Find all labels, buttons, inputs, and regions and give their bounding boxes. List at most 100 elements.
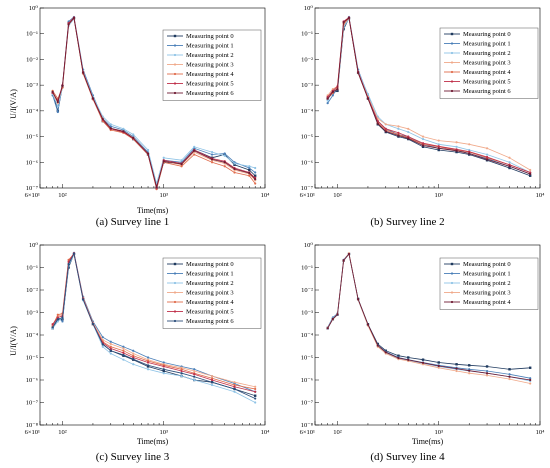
x-tick-label: 10²: [58, 192, 67, 199]
data-point: [162, 160, 165, 163]
data-point: [61, 84, 64, 87]
legend-entry-label: Measuring point 2: [463, 280, 511, 287]
legend-entry-label: Measuring point 5: [186, 81, 234, 88]
data-point: [254, 397, 257, 400]
data-point: [421, 144, 425, 147]
y-tick-label: 10⁻⁵: [301, 134, 313, 141]
data-point: [421, 135, 425, 138]
y-tick-label: 10⁻⁵: [26, 134, 38, 141]
legend-entry-label: Measuring point 6: [463, 88, 511, 95]
data-point: [155, 185, 158, 189]
data-point: [254, 385, 257, 388]
data-point: [132, 136, 135, 140]
data-point: [109, 340, 112, 343]
y-tick-label: 10⁰: [29, 5, 39, 12]
data-point: [122, 353, 125, 357]
data-point: [529, 378, 532, 382]
data-point: [529, 377, 532, 380]
chart-panel-3: 6×10¹ 10² 10³ 10⁴ 10⁰ 10⁻¹ 10⁻² 10⁻³ 10⁻⁴ 10⁻⁵ 10⁻…: [300, 242, 545, 463]
legend-marker: [173, 281, 177, 285]
data-point: [508, 377, 511, 381]
data-point: [468, 369, 471, 372]
data-point: [254, 178, 257, 181]
legend-entry-label: Measuring point 4: [186, 71, 234, 78]
legend-marker: [450, 80, 454, 83]
data-point: [407, 135, 410, 138]
legend-marker: [450, 32, 454, 36]
data-point: [248, 166, 251, 170]
plot-frame: [314, 7, 541, 189]
data-point: [437, 139, 440, 142]
data-point: [407, 137, 410, 140]
data-point: [82, 298, 85, 301]
y-tick-label: 10⁻⁵: [26, 355, 38, 362]
y-tick-label: 10⁰: [304, 5, 314, 12]
legend-marker: [450, 300, 454, 304]
y-tick-label: 10⁻⁶: [301, 159, 313, 166]
legend-marker: [450, 291, 454, 294]
legend-marker: [450, 51, 454, 55]
data-point: [366, 323, 370, 326]
y-tick-label: 10⁻¹: [301, 265, 313, 272]
legend-marker: [450, 61, 454, 64]
data-point: [384, 351, 387, 354]
legend: [439, 27, 539, 99]
data-point: [326, 327, 329, 330]
data-point: [508, 375, 511, 378]
data-point: [146, 152, 150, 155]
series-line-4: [327, 253, 531, 381]
data-point: [342, 21, 345, 24]
data-point: [146, 365, 150, 368]
chart-caption: (c) Survey line 3: [96, 451, 170, 463]
data-point: [397, 127, 400, 130]
data-point: [101, 117, 104, 121]
data-point: [61, 320, 64, 323]
data-point: [122, 345, 125, 348]
data-point: [407, 130, 410, 134]
legend-marker: [450, 70, 454, 74]
data-point: [56, 313, 59, 316]
x-tick-label: 10³: [435, 429, 444, 436]
data-point: [162, 156, 165, 159]
chart-caption: (a) Survey line 1: [96, 216, 170, 228]
data-point: [101, 343, 104, 346]
data-point: [326, 102, 329, 105]
data-point: [233, 381, 236, 384]
data-point: [233, 167, 236, 171]
data-point: [468, 152, 471, 155]
y-tick-label: 10⁻³: [301, 82, 313, 89]
data-point: [180, 165, 183, 168]
data-point: [193, 369, 196, 373]
data-point: [508, 373, 511, 376]
data-point: [233, 162, 236, 165]
x-tick-label: 10⁴: [536, 192, 546, 199]
legend-entry-label: Measuring point 3: [186, 290, 234, 297]
data-point: [455, 363, 458, 366]
data-point: [67, 263, 70, 266]
y-tick-label: 10⁻¹: [26, 265, 38, 272]
data-point: [180, 374, 183, 378]
y-tick-label: 10⁻⁷: [26, 185, 38, 192]
x-axis-label: Time(ms): [137, 206, 169, 215]
data-point: [455, 150, 458, 154]
data-point: [101, 345, 104, 348]
data-point: [421, 145, 425, 149]
data-point: [146, 359, 150, 363]
x-axis-label: Time(ms): [412, 437, 444, 446]
data-point: [210, 383, 214, 387]
legend-entry-label: Measuring point 4: [186, 299, 234, 306]
data-point: [193, 153, 196, 156]
data-point: [397, 131, 400, 134]
data-point: [455, 141, 458, 144]
data-point: [122, 351, 125, 355]
data-point: [109, 125, 112, 128]
data-point: [253, 174, 257, 177]
data-point: [248, 165, 251, 168]
data-point: [342, 259, 345, 262]
data-point: [146, 356, 150, 359]
data-point: [357, 298, 360, 301]
data-point: [193, 375, 196, 378]
data-point: [146, 368, 150, 371]
data-point: [180, 368, 183, 371]
data-point: [254, 401, 257, 404]
